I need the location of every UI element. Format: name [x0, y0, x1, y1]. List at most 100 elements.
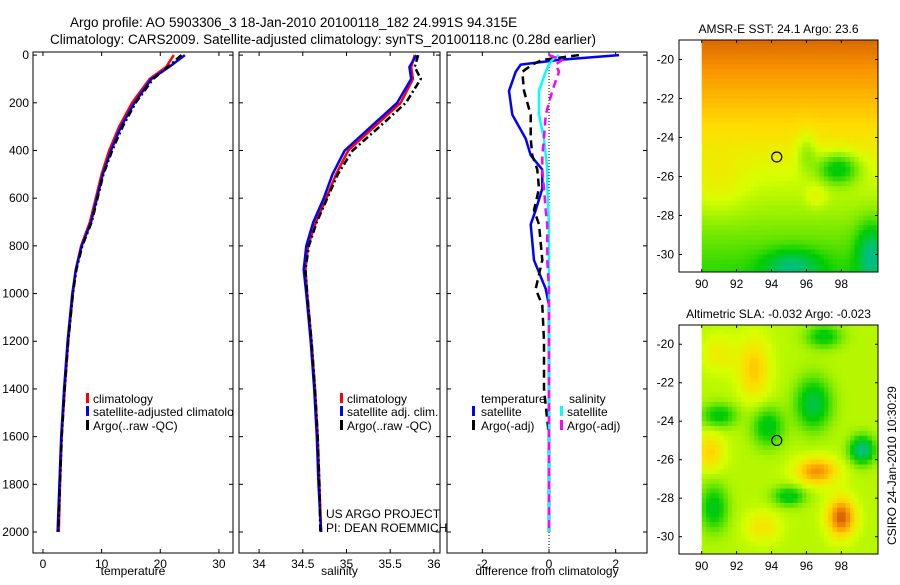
- sst-cell: [802, 122, 808, 129]
- sla-cell: [775, 445, 781, 451]
- sla-cell: [701, 426, 707, 432]
- sst-cell: [741, 103, 746, 109]
- sst-cell: [854, 210, 860, 217]
- sst-cell: [754, 49, 760, 56]
- sst-cell: [754, 196, 760, 202]
- sst-cell: [745, 254, 751, 260]
- sst-cell: [797, 152, 803, 158]
- sla-cell: [784, 339, 790, 345]
- sla-cell: [837, 440, 842, 446]
- sst-cell: [784, 157, 790, 163]
- sst-cell: [706, 49, 712, 56]
- sst-cell: [758, 176, 764, 182]
- sst-cell: [771, 269, 777, 272]
- sst-cell: [815, 49, 821, 56]
- sst-cell: [710, 103, 716, 109]
- sla-cell: [863, 469, 869, 475]
- sst-cell: [780, 239, 786, 246]
- sla-cell: [823, 527, 829, 533]
- sla-cell: [819, 536, 825, 543]
- sst-cell: [710, 176, 716, 182]
- sla-cell: [727, 517, 733, 523]
- sst-cell: [745, 215, 751, 221]
- sst-cell: [745, 132, 751, 139]
- sla-cell: [876, 325, 878, 331]
- sla-cell: [714, 382, 720, 389]
- sla-cell: [771, 512, 777, 518]
- sla-cell: [871, 483, 877, 490]
- sla-cell: [850, 368, 856, 374]
- sla-cell: [732, 440, 738, 446]
- sla-cell: [793, 527, 799, 533]
- sst-cell: [823, 152, 829, 158]
- sst-cell: [871, 239, 877, 246]
- sla-cell: [810, 349, 816, 355]
- sla-cell: [810, 483, 816, 490]
- sla-cell: [854, 459, 860, 466]
- sst-cell: [736, 161, 742, 168]
- sst-cell: [719, 127, 725, 134]
- sla-cell: [837, 421, 842, 427]
- sst-cell: [863, 88, 869, 95]
- sst-cell: [850, 118, 856, 124]
- sla-cell: [706, 416, 712, 422]
- sla-cell: [815, 344, 821, 350]
- sst-cell: [823, 161, 829, 168]
- sla-cell: [727, 339, 733, 345]
- sla-cell: [832, 536, 838, 543]
- sla-cell: [771, 392, 777, 398]
- sst-cell: [767, 83, 773, 90]
- sla-cell: [823, 363, 829, 369]
- sst-cell: [854, 83, 860, 90]
- sst-cell: [845, 74, 851, 80]
- sst-cell: [871, 166, 877, 173]
- sla-cell: [780, 334, 786, 340]
- sst-cell: [762, 59, 768, 65]
- sst-cell: [710, 118, 716, 124]
- sst-cell: [806, 200, 812, 207]
- x-axis-label: salinity: [321, 564, 358, 578]
- sla-cell: [837, 459, 842, 466]
- sla-cell: [841, 454, 847, 461]
- sla-cell: [876, 349, 878, 355]
- sst-cell: [858, 215, 864, 221]
- sst-cell: [797, 269, 803, 272]
- sst-cell: [714, 186, 720, 192]
- sst-cell: [828, 74, 834, 80]
- sla-cell: [784, 382, 790, 389]
- sla-cell: [706, 512, 712, 518]
- sla-cell: [749, 459, 755, 466]
- sst-cell: [736, 69, 742, 75]
- sla-cell: [727, 358, 733, 365]
- sst-cell: [749, 118, 755, 124]
- sst-cell: [727, 210, 733, 217]
- sla-cell: [793, 368, 799, 374]
- sla-cell: [789, 397, 794, 403]
- sst-cell: [762, 127, 768, 134]
- sst-cell: [876, 230, 878, 236]
- sla-cell: [767, 402, 773, 408]
- sla-cell: [723, 527, 729, 533]
- series-line-argo-raw-qc-: [56, 54, 183, 533]
- sst-cell: [871, 171, 877, 178]
- sla-cell: [706, 536, 712, 543]
- sst-cell: [758, 171, 764, 178]
- sst-cell: [710, 113, 716, 119]
- sst-cell: [863, 147, 869, 153]
- sla-cell: [810, 488, 816, 494]
- sla-cell: [771, 334, 777, 340]
- sla-cell: [706, 353, 712, 360]
- sst-cell: [815, 181, 821, 187]
- sla-cell: [832, 527, 838, 533]
- sla-cell: [802, 536, 808, 543]
- sla-cell: [749, 392, 755, 398]
- sla-cell: [823, 329, 829, 336]
- sla-cell: [854, 325, 860, 331]
- sst-cell: [780, 220, 786, 226]
- sst-cell: [876, 264, 878, 270]
- sla-cell: [771, 536, 777, 543]
- sla-cell: [802, 483, 808, 490]
- sst-cell: [754, 108, 760, 114]
- sst-cell: [784, 74, 790, 80]
- sla-cell: [850, 392, 856, 398]
